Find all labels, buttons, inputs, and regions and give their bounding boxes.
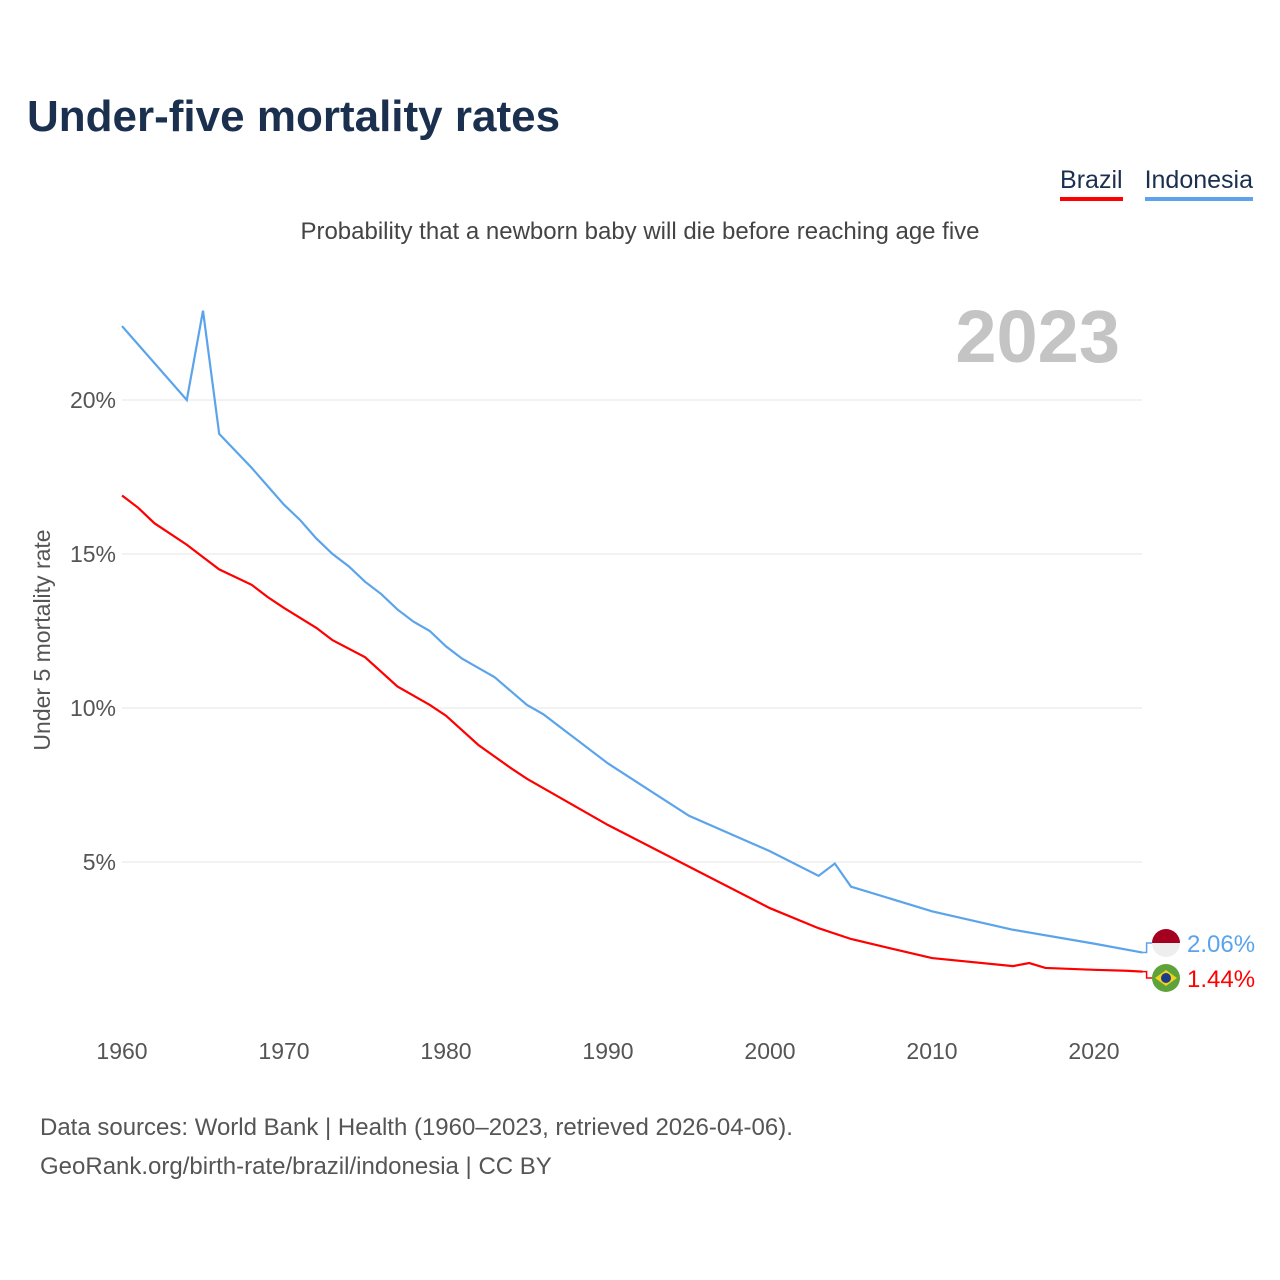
year-label: 2023 bbox=[955, 295, 1120, 378]
x-tick-label: 1980 bbox=[420, 1038, 471, 1064]
end-connector bbox=[1142, 970, 1155, 979]
x-tick-label: 2010 bbox=[906, 1038, 957, 1064]
indonesia-flag-icon bbox=[1152, 929, 1180, 957]
chart-subtitle: Probability that a newborn baby will die… bbox=[300, 218, 980, 245]
y-tick-label: 20% bbox=[70, 387, 116, 413]
y-tick-label: 15% bbox=[70, 541, 116, 567]
x-tick-label: 1960 bbox=[96, 1038, 147, 1064]
x-tick-label: 1970 bbox=[258, 1038, 309, 1064]
source-line-1: Data sources: World Bank | Health (1960–… bbox=[40, 1114, 793, 1141]
x-tick-label: 2020 bbox=[1068, 1038, 1119, 1064]
legend-brazil[interactable]: Brazil bbox=[1060, 166, 1123, 201]
source-note: Data sources: World Bank | Health (1960–… bbox=[40, 1108, 793, 1186]
series-line-brazil bbox=[121, 494, 1143, 973]
x-tick-label: 1990 bbox=[582, 1038, 633, 1064]
legend-indonesia[interactable]: Indonesia bbox=[1144, 166, 1253, 201]
brazil-flag-icon bbox=[1152, 964, 1180, 992]
end-connector bbox=[1142, 942, 1155, 954]
x-tick-label: 2000 bbox=[744, 1038, 795, 1064]
source-line-2[interactable]: GeoRank.org/birth-rate/brazil/indonesia … bbox=[40, 1153, 552, 1180]
y-tick-label: 10% bbox=[70, 695, 116, 721]
legend: Brazil Indonesia bbox=[1060, 166, 1253, 201]
y-tick-label: 5% bbox=[83, 849, 116, 875]
series-line-indonesia bbox=[121, 310, 1143, 954]
end-value-indonesia: 2.06% bbox=[1187, 931, 1255, 958]
y-axis-label: Under 5 mortality rate bbox=[29, 529, 55, 750]
end-value-brazil: 1.44% bbox=[1187, 966, 1255, 993]
chart-title: Under-five mortality rates bbox=[27, 92, 561, 141]
